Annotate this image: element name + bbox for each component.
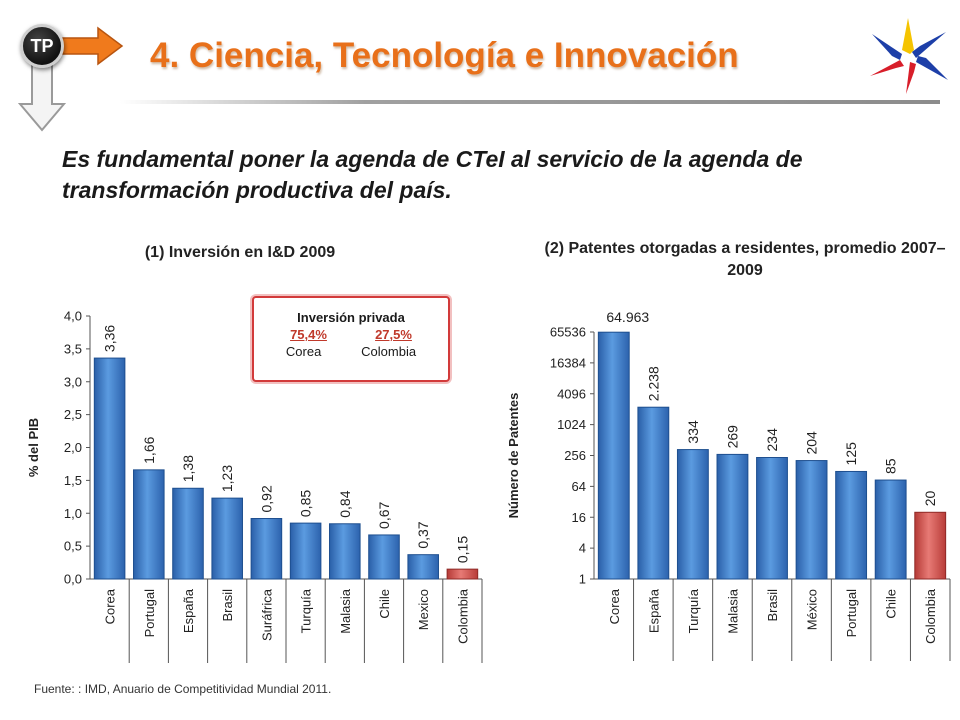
c2-value-label: 125 — [843, 442, 859, 466]
c2-bar — [676, 449, 709, 580]
c1-category-label: Turquía — [299, 588, 314, 633]
c2-category-label: Portugal — [844, 589, 859, 638]
c2-category-label: Chile — [884, 589, 899, 619]
c2-value-label: 85 — [883, 458, 899, 474]
c1-bar — [133, 469, 165, 580]
c1-bar — [211, 497, 243, 580]
tp-badge: TP — [20, 24, 64, 68]
c1-y-tick-label: 0,0 — [64, 572, 82, 587]
c2-y-tick-label: 4 — [579, 541, 586, 556]
c1-category-label: Chile — [377, 589, 392, 619]
c1-category-label: Brasil — [220, 589, 235, 622]
c2-value-label: 64.963 — [606, 309, 649, 325]
c1-category-label: Colombia — [455, 588, 470, 644]
c1-value-label: 0,37 — [415, 521, 431, 548]
star-logo-icon — [870, 18, 948, 94]
c1-value-label: 0,84 — [337, 490, 353, 517]
c1-value-label: 0,67 — [376, 501, 392, 528]
c2-bar — [637, 406, 670, 580]
c2-category-label: México — [805, 589, 820, 630]
c2-bar — [914, 511, 947, 580]
c2-value-label: 204 — [804, 431, 820, 455]
c1-value-label: 1,23 — [219, 465, 235, 492]
c1-y-tick-label: 1,0 — [64, 506, 82, 521]
c2-y-axis-title: Número de Patentes — [506, 393, 521, 519]
title-divider — [120, 100, 940, 104]
c1-bar — [446, 568, 479, 580]
c2-y-tick-label: 64 — [572, 479, 586, 494]
callout-country-colombia: Colombia — [361, 344, 417, 359]
c2-bar — [835, 470, 868, 580]
c1-category-label: Suráfrica — [259, 588, 274, 641]
c1-value-label: 1,66 — [141, 436, 157, 463]
subtitle: Es fundamental poner la agenda de CTeI a… — [62, 146, 803, 203]
c2-category-label: Turquía — [686, 588, 701, 633]
c1-bar — [93, 357, 126, 580]
c1-y-tick-label: 1,5 — [64, 473, 82, 488]
c2-y-tick-label: 65536 — [550, 325, 586, 340]
c2-value-label: 269 — [724, 425, 740, 449]
c2-y-tick-label: 1 — [579, 572, 586, 587]
callout-header: Inversión privada — [297, 310, 405, 325]
c1-category-label: Corea — [103, 588, 118, 624]
c1-y-tick-label: 3,0 — [64, 374, 82, 389]
c2-value-label: 2.238 — [645, 366, 661, 401]
c2-bar — [756, 457, 788, 580]
c2-bar — [716, 453, 749, 580]
c1-bar — [407, 554, 439, 580]
c2-y-tick-label: 4096 — [557, 386, 586, 401]
c1-category-label: Portugal — [142, 589, 157, 638]
c1-bar — [250, 518, 283, 580]
chart1-title: (1) Inversión en I&D 2009 — [144, 244, 336, 261]
c1-bar — [172, 487, 204, 580]
c1-category-label: Mexico — [416, 589, 431, 630]
chart2-title: (2) Patentes otorgadas a residentes, pro… — [544, 240, 946, 279]
c2-bar — [795, 460, 828, 580]
private-investment-callout: Inversión privada 75,4% 27,5% Corea Colo… — [252, 296, 450, 382]
c2-bar — [874, 479, 907, 580]
c1-y-tick-label: 3,5 — [64, 341, 82, 356]
c1-bar — [329, 523, 361, 580]
page-title: 4. Ciencia, Tecnología e Innovación — [150, 36, 739, 75]
c1-y-axis-title: % del PIB — [26, 418, 41, 477]
source-footnote: Fuente: : IMD, Anuario de Competitividad… — [34, 682, 332, 696]
c1-value-label: 3,36 — [102, 325, 118, 352]
c2-bar — [597, 331, 630, 580]
c1-value-label: 1,38 — [180, 455, 196, 482]
c2-category-label: España — [646, 588, 661, 633]
c2-value-label: 334 — [685, 420, 701, 444]
callout-pct-corea: 75,4% — [290, 327, 327, 342]
callout-country-corea: Corea — [285, 344, 322, 359]
c2-y-tick-label: 16384 — [550, 355, 586, 370]
c1-value-label: 0,15 — [454, 536, 470, 563]
c2-category-label: Corea — [607, 588, 622, 624]
c2-value-label: 20 — [922, 490, 938, 506]
c1-category-label: Malasia — [338, 588, 353, 634]
arrow-down-icon — [18, 64, 66, 132]
c1-bar — [289, 522, 322, 580]
c2-y-tick-label: 1024 — [557, 417, 586, 432]
c1-bar — [368, 534, 400, 580]
c1-value-label: 0,85 — [298, 490, 314, 517]
c2-category-label: Colombia — [923, 588, 938, 644]
c1-category-label: España — [181, 588, 196, 633]
c2-category-label: Malasia — [725, 588, 740, 634]
c1-y-tick-label: 2,5 — [64, 407, 82, 422]
c2-y-tick-label: 16 — [572, 510, 586, 525]
tp-badge-label: TP — [30, 35, 54, 56]
c2-y-tick-label: 256 — [564, 448, 586, 463]
c2-category-label: Brasil — [765, 589, 780, 622]
c1-value-label: 0,92 — [258, 485, 274, 512]
c1-y-tick-label: 2,0 — [64, 440, 82, 455]
arrow-right-icon — [56, 26, 124, 66]
c1-y-tick-label: 0,5 — [64, 539, 82, 554]
c2-value-label: 234 — [764, 428, 780, 452]
callout-pct-colombia: 27,5% — [375, 327, 412, 342]
c1-y-tick-label: 4,0 — [64, 309, 82, 324]
